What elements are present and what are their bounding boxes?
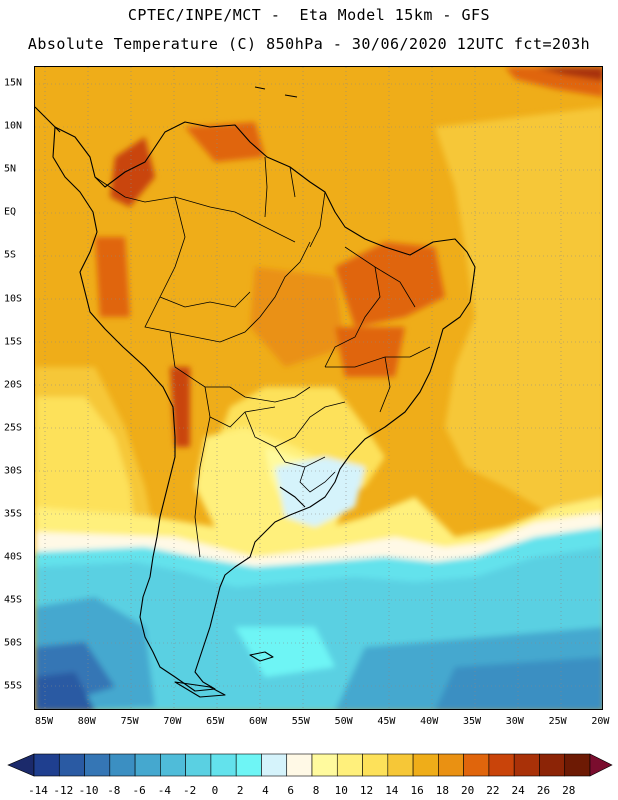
colorbar-swatch (185, 753, 212, 777)
colorbar-label: -14 (28, 784, 48, 797)
lat-label: 5S (4, 249, 17, 261)
temperature-field (35, 67, 602, 709)
colorbar-label: 0 (211, 784, 219, 797)
lon-label: 40W (420, 716, 439, 727)
colorbar-label: -8 (107, 784, 121, 797)
country-borders (94, 156, 431, 558)
lon-label: 65W (206, 716, 225, 727)
colorbar-swatch (463, 753, 490, 777)
colorbar-swatch (539, 753, 566, 777)
colorbar-swatch (488, 753, 515, 777)
lat-label: 50S (4, 637, 23, 649)
colorbar-swatch (84, 753, 111, 777)
colorbar-low-arrow (7, 753, 35, 777)
colorbar-swatch (109, 753, 136, 777)
colorbar-swatch (362, 753, 389, 777)
colorbar-label: -12 (53, 784, 74, 797)
colorbar-swatch (564, 753, 591, 777)
lat-label: 15N (4, 77, 23, 89)
colorbar-label: 24 (511, 784, 525, 797)
lon-label: 35W (462, 716, 482, 727)
colorbar-swatch (58, 753, 85, 777)
temperature-map[interactable] (34, 66, 603, 710)
lon-label: 85W (34, 716, 54, 727)
lat-label: 35S (4, 508, 23, 520)
chart-title-line-1: CPTEC/INPE/MCT - Eta Model 15km - GFS (127, 6, 491, 24)
colorbar-swatch (235, 753, 262, 777)
colorbar-label: -10 (78, 784, 99, 797)
lat-label: 40S (4, 551, 23, 563)
lat-label: 30S (4, 465, 23, 477)
colorbar-label: 28 (562, 784, 576, 797)
colorbar-swatch (160, 753, 186, 777)
chart-title-line-2: Absolute Temperature (C) 850hPa - 30/06/… (27, 35, 591, 53)
lon-label: 45W (377, 716, 396, 727)
colorbar-label: 10 (334, 784, 348, 797)
colorbar-label: 14 (385, 784, 399, 797)
colorbar-swatch (134, 753, 161, 777)
colorbar-swatch (387, 753, 414, 777)
colorbar-label: 12 (359, 784, 374, 797)
colorbar-label: 26 (536, 784, 551, 797)
lon-label: 60W (248, 716, 268, 727)
colorbar-swatch (33, 753, 60, 777)
colorbar-label: -2 (183, 784, 197, 797)
lon-label: 50W (334, 716, 353, 727)
colorbar-swatch (513, 753, 540, 777)
colorbar-swatch (438, 753, 464, 777)
lon-label: 75W (120, 716, 139, 727)
lon-label: 25W (548, 716, 567, 727)
lat-label: 25S (4, 422, 23, 434)
lon-label: 70W (163, 716, 182, 727)
lon-label: 20W (591, 716, 610, 727)
colorbar-swatch (210, 753, 237, 777)
colorbar-swatch (261, 753, 288, 777)
colorbar-label: -6 (132, 784, 146, 797)
lat-label: 5N (4, 163, 17, 175)
coastlines (35, 86, 476, 698)
colorbar-high-arrow (589, 753, 613, 777)
colorbar-swatch (311, 753, 338, 777)
graticule (35, 67, 602, 709)
colorbar-swatch (336, 753, 363, 777)
colorbar-label: 6 (287, 784, 295, 797)
lat-label: 20S (4, 379, 23, 391)
colorbar-label: 20 (461, 784, 475, 797)
colorbar-label: 8 (312, 784, 320, 797)
colorbar-swatch (286, 753, 313, 777)
lat-label: 45S (4, 594, 23, 606)
lat-label: 10N (4, 120, 23, 132)
colorbar-swatch (412, 753, 439, 777)
lat-label: 55S (4, 680, 23, 692)
colorbar-label: 18 (435, 784, 449, 797)
colorbar-label: 2 (236, 784, 244, 797)
lon-label: 55W (291, 716, 310, 727)
colorbar-label: 22 (486, 784, 500, 797)
lat-label: 15S (4, 336, 23, 348)
colorbar-label: 16 (410, 784, 424, 797)
lat-label: EQ (4, 206, 17, 218)
lat-label: 10S (4, 293, 23, 304)
colorbar-label: 4 (262, 784, 269, 797)
colorbar (7, 753, 613, 777)
colorbar-label: -4 (157, 784, 171, 797)
lon-label: 30W (505, 716, 524, 727)
lon-label: 80W (77, 716, 96, 727)
